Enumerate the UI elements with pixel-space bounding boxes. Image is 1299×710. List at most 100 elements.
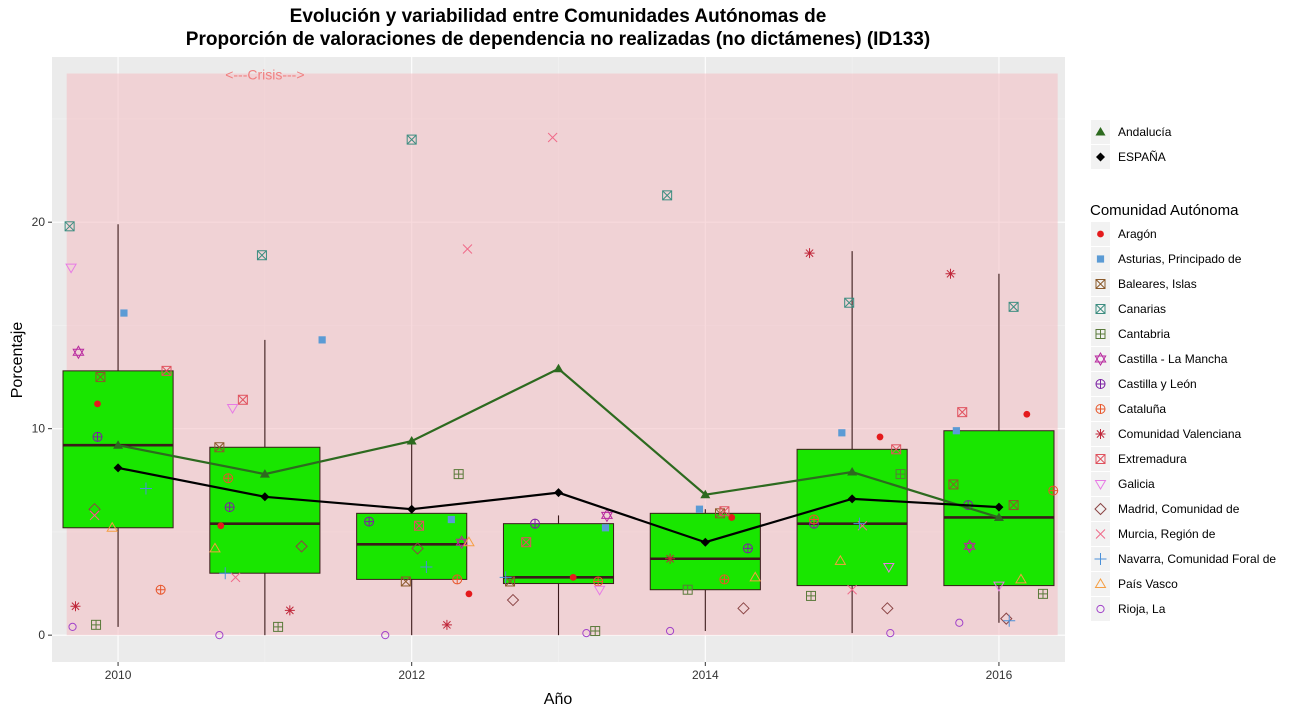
scatter-point [582, 628, 591, 638]
boxplot-2013 [502, 515, 615, 636]
legend-key [1096, 152, 1105, 162]
x-tick-label: 2014 [692, 668, 719, 682]
legend-key-bg [1091, 497, 1110, 521]
scatter-point [237, 394, 248, 405]
scatter-point [414, 520, 425, 531]
scatter-point [1000, 612, 1013, 625]
scatter-point [895, 469, 906, 480]
series-marker [554, 488, 563, 498]
chart-title-line-2: Proporción de valoraciones de dependenci… [186, 29, 930, 50]
legend-key [1096, 255, 1105, 263]
legend-key [1094, 502, 1107, 516]
scatter-point [695, 505, 704, 513]
scatter-point [462, 244, 473, 254]
series-marker [113, 463, 123, 473]
legend-label: Castilla y León [1118, 377, 1197, 391]
scatter-point [728, 514, 736, 521]
y-tick-label: 20 [32, 215, 46, 229]
scatter-point [853, 517, 866, 530]
scatter-point [530, 518, 541, 529]
scatter-point [876, 433, 884, 441]
legend-key [1095, 279, 1106, 289]
scatter-point [590, 626, 601, 637]
x-tick-label: 2010 [105, 668, 132, 682]
legend-key [1095, 127, 1106, 136]
scatter-point [808, 514, 819, 525]
series-marker [259, 469, 270, 478]
scatter-point [665, 626, 675, 636]
scatter-point [92, 431, 103, 442]
scatter-point [719, 506, 730, 517]
scatter-point [139, 482, 152, 495]
scatter-point [742, 543, 753, 554]
legend-label: Madrid, Comunidad de [1118, 502, 1240, 516]
boxplots [62, 224, 1055, 636]
scatter-point [806, 590, 817, 601]
box-iqr [649, 512, 761, 591]
legend-key-bg [1091, 347, 1110, 371]
scatter-point [600, 508, 614, 523]
scatter-point [226, 404, 239, 415]
legend-key [1094, 553, 1107, 565]
scatter-point [70, 601, 81, 612]
scatter-point [749, 571, 762, 582]
scatter-point [72, 345, 85, 360]
scatter-point [945, 268, 956, 279]
scatter-point [886, 628, 895, 638]
legend-label: Andalucía [1118, 125, 1172, 139]
scatter-point [155, 584, 166, 595]
legend-title: Comunidad Autónoma [1090, 202, 1239, 219]
box-iqr [356, 512, 468, 580]
box-iqr [502, 523, 615, 585]
scatter-point [804, 248, 815, 259]
legend-key [1095, 304, 1106, 314]
x-tick-label: 2012 [398, 668, 425, 682]
scatter-point [295, 540, 308, 553]
scatter-point [64, 221, 75, 232]
scatter-point [601, 524, 610, 532]
scatter-point [1037, 588, 1048, 599]
series-marker [994, 502, 1004, 512]
scatter-point [214, 442, 225, 453]
scatter-point [665, 553, 676, 564]
scatter-point [91, 619, 102, 630]
scatter-point [217, 522, 225, 530]
legend-label: Murcia, Región de [1118, 527, 1216, 541]
legend-label: Comunidad Valenciana [1118, 427, 1242, 441]
legend-key [1095, 404, 1106, 414]
scatter-point [506, 593, 520, 607]
scatter-point [593, 585, 606, 596]
scatter-point [1048, 485, 1059, 496]
scatter-point [593, 576, 604, 587]
legend-key [1095, 454, 1106, 464]
legend-label: ESPAÑA [1118, 150, 1166, 164]
scatter-point [463, 536, 475, 547]
scatter-point [682, 584, 693, 595]
scatter-point [881, 602, 894, 615]
scatter-point [499, 571, 512, 584]
legend-key [1095, 329, 1106, 339]
scatter-point [844, 297, 855, 308]
series-marker [993, 512, 1004, 521]
scatter-point [838, 429, 846, 437]
scatter-point [318, 336, 326, 344]
legend-key [1095, 429, 1106, 439]
legend-label: Navarra, Comunidad Foral de [1118, 552, 1276, 566]
scatter-point [95, 372, 106, 383]
scatter-point [89, 510, 100, 521]
scatter-point [441, 619, 452, 630]
scatter-point [256, 250, 267, 261]
scatter-point [957, 407, 968, 418]
chart-title-line-1: Evolución y variabilidad entre Comunidad… [290, 6, 827, 27]
scatter-point [215, 631, 224, 640]
scatter-point [455, 535, 468, 550]
legend-key [1096, 604, 1105, 614]
scatter-point [547, 132, 558, 143]
legend-key-bg [1091, 572, 1110, 596]
scatter-point [882, 563, 895, 574]
y-axis-title: Porcentaje [9, 322, 26, 399]
scatter-point [955, 618, 964, 627]
legend-key [1095, 379, 1106, 389]
axes: 2010 2012 2014 2016 0 10 20 [32, 215, 1013, 682]
